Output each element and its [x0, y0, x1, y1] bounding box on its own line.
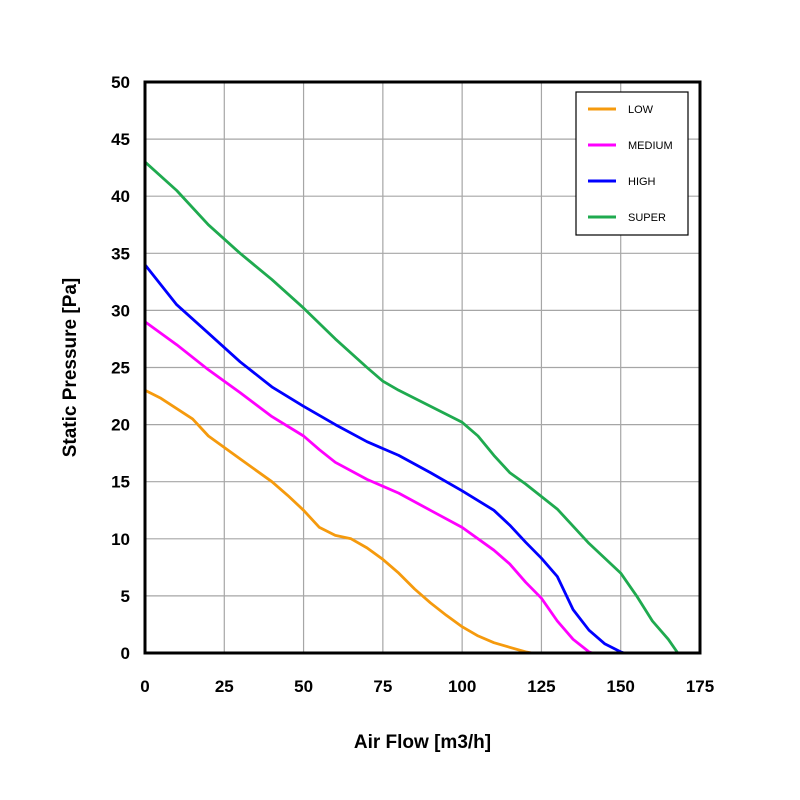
legend-label-medium: MEDIUM — [628, 140, 673, 152]
x-axis-title: Air Flow [m3/h] — [354, 732, 491, 753]
y-tick-label-50: 50 — [111, 73, 130, 92]
y-tick-label-30: 30 — [111, 301, 130, 320]
series-line-low — [143, 388, 534, 655]
x-tick-label-100: 100 — [448, 677, 476, 696]
y-tick-label-35: 35 — [111, 244, 130, 263]
y-tick-label-25: 25 — [111, 359, 130, 378]
legend-label-super: SUPER — [628, 212, 666, 224]
series-lines — [143, 160, 680, 655]
y-tick-label-15: 15 — [111, 473, 130, 492]
x-tick-label-150: 150 — [607, 677, 635, 696]
y-tick-label-5: 5 — [121, 587, 130, 606]
x-tick-label-50: 50 — [294, 677, 313, 696]
y-axis-title: Static Pressure [Pa] — [60, 278, 81, 458]
legend-label-high: HIGH — [628, 176, 656, 188]
y-tick-label-40: 40 — [111, 187, 130, 206]
x-tick-label-75: 75 — [373, 677, 392, 696]
x-tick-label-0: 0 — [140, 677, 149, 696]
series-line-super — [143, 160, 680, 655]
series-line-medium — [143, 320, 594, 655]
x-tick-label-125: 125 — [527, 677, 555, 696]
legend-label-low: LOW — [628, 104, 654, 116]
series-line-high — [143, 263, 626, 655]
legend-box — [575, 91, 689, 236]
y-tick-label-10: 10 — [111, 530, 130, 549]
y-tick-label-0: 0 — [121, 644, 130, 663]
y-tick-labels: 0 5 10 15 20 25 30 35 40 45 50 — [111, 73, 130, 663]
x-tick-labels: 0 25 50 75 100 125 150 175 — [140, 677, 714, 696]
x-tick-label-25: 25 — [215, 677, 234, 696]
y-tick-label-20: 20 — [111, 416, 130, 435]
plot-frame — [143, 80, 702, 655]
legend: LOW MEDIUM HIGH SUPER — [575, 91, 689, 236]
y-tick-label-45: 45 — [111, 130, 130, 149]
x-tick-label-175: 175 — [686, 677, 714, 696]
